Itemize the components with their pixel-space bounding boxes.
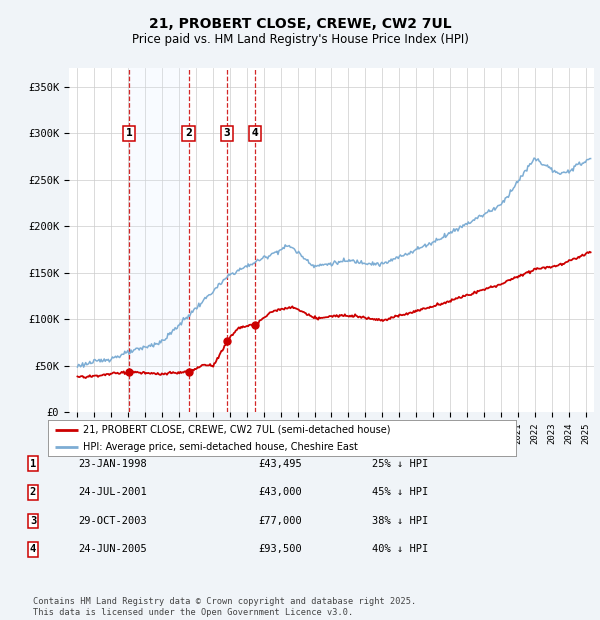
Text: 1: 1: [30, 459, 36, 469]
Text: 2: 2: [30, 487, 36, 497]
Text: 1: 1: [126, 128, 133, 138]
Text: 38% ↓ HPI: 38% ↓ HPI: [372, 516, 428, 526]
Bar: [130, 68, 188, 412]
Text: 29-OCT-2003: 29-OCT-2003: [78, 516, 147, 526]
Text: £93,500: £93,500: [258, 544, 302, 554]
Text: 21, PROBERT CLOSE, CREWE, CW2 7UL (semi-detached house): 21, PROBERT CLOSE, CREWE, CW2 7UL (semi-…: [83, 425, 391, 435]
Text: Price paid vs. HM Land Registry's House Price Index (HPI): Price paid vs. HM Land Registry's House …: [131, 33, 469, 46]
Text: 25% ↓ HPI: 25% ↓ HPI: [372, 459, 428, 469]
Text: £43,000: £43,000: [258, 487, 302, 497]
Text: 3: 3: [30, 516, 36, 526]
Text: 24-JUN-2005: 24-JUN-2005: [78, 544, 147, 554]
Text: 4: 4: [251, 128, 259, 138]
Text: 45% ↓ HPI: 45% ↓ HPI: [372, 487, 428, 497]
Text: Contains HM Land Registry data © Crown copyright and database right 2025.
This d: Contains HM Land Registry data © Crown c…: [33, 598, 416, 617]
Text: 40% ↓ HPI: 40% ↓ HPI: [372, 544, 428, 554]
Text: 24-JUL-2001: 24-JUL-2001: [78, 487, 147, 497]
Text: 21, PROBERT CLOSE, CREWE, CW2 7UL: 21, PROBERT CLOSE, CREWE, CW2 7UL: [149, 17, 451, 32]
Text: 3: 3: [224, 128, 230, 138]
Text: HPI: Average price, semi-detached house, Cheshire East: HPI: Average price, semi-detached house,…: [83, 441, 358, 452]
Text: 2: 2: [185, 128, 192, 138]
Text: £43,495: £43,495: [258, 459, 302, 469]
Text: 4: 4: [30, 544, 36, 554]
Text: 23-JAN-1998: 23-JAN-1998: [78, 459, 147, 469]
Text: £77,000: £77,000: [258, 516, 302, 526]
